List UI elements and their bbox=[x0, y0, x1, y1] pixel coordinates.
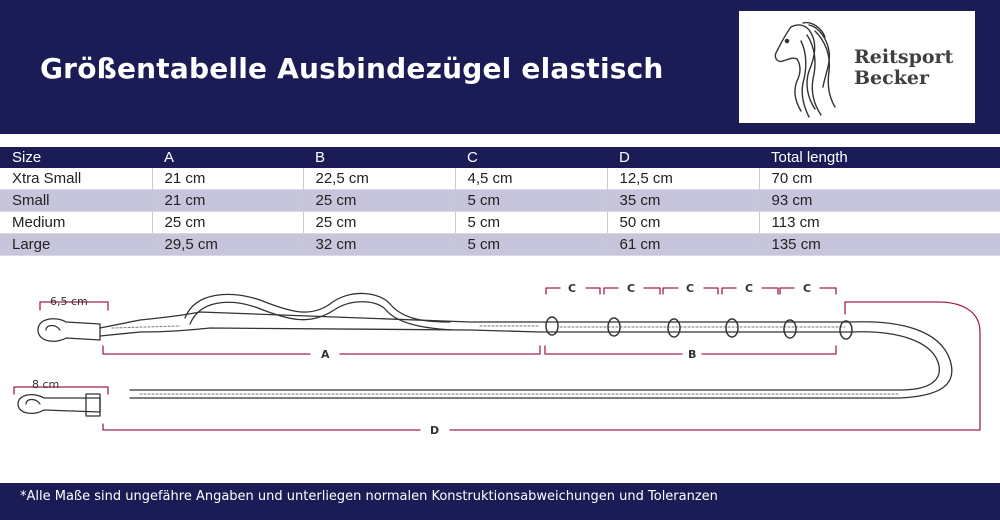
table-row: Medium 25 cm 25 cm 5 cm 50 cm 113 cm bbox=[0, 211, 1000, 234]
dimension-line-b bbox=[544, 345, 837, 355]
dimension-line-c1 bbox=[545, 287, 601, 295]
table-cell: Medium bbox=[0, 211, 152, 234]
table-cell: 35 cm bbox=[606, 189, 759, 212]
header-banner: Größentabelle Ausbindezügel elastisch Re… bbox=[0, 0, 1000, 134]
dimension-label-c: C bbox=[803, 282, 811, 295]
table-cell: 21 cm bbox=[151, 189, 303, 212]
ring bbox=[725, 318, 739, 338]
table-cell: 61 cm bbox=[606, 233, 759, 256]
table-cell: 25 cm bbox=[151, 211, 303, 234]
ring bbox=[667, 318, 681, 338]
table-cell: 70 cm bbox=[758, 168, 1000, 190]
bottom-snap-hook bbox=[17, 393, 101, 415]
horse-head-icon bbox=[774, 21, 836, 118]
table-cell: 22,5 cm bbox=[302, 168, 455, 190]
logo-wordmark: Reitsport Becker bbox=[854, 47, 953, 89]
footer-banner: *Alle Maße sind ungefähre Angaben und un… bbox=[0, 483, 1000, 520]
table-cell: 5 cm bbox=[454, 233, 607, 256]
ring bbox=[545, 316, 559, 336]
table-cell: 135 cm bbox=[758, 233, 1000, 256]
dimension-line-c3 bbox=[662, 287, 719, 295]
table-row: Xtra Small 21 cm 22,5 cm 4,5 cm 12,5 cm … bbox=[0, 168, 1000, 190]
dimension-label-d: D bbox=[430, 424, 439, 437]
table-cell: 25 cm bbox=[302, 211, 455, 234]
size-table: Size A B C D Total length Xtra Small 21 … bbox=[0, 147, 1000, 256]
table-cell: 32 cm bbox=[302, 233, 455, 256]
dimension-label-c: C bbox=[745, 282, 753, 295]
dimension-line-c4 bbox=[721, 287, 779, 295]
rein-diagram: 6,5 cm 8 cm A B D C C C C C bbox=[13, 282, 981, 437]
column-header: Total length bbox=[771, 149, 848, 166]
measure-label-hook-top: 6,5 cm bbox=[50, 295, 88, 308]
column-header: B bbox=[315, 149, 326, 166]
ring bbox=[607, 317, 621, 337]
table-row: Large 29,5 cm 32 cm 5 cm 61 cm 135 cm bbox=[0, 233, 1000, 256]
column-header: D bbox=[619, 149, 630, 166]
table-cell: Xtra Small bbox=[0, 168, 152, 190]
top-snap-hook bbox=[37, 318, 101, 342]
dimension-label-c: C bbox=[686, 282, 694, 295]
disclaimer-note: *Alle Maße sind ungefähre Angaben und un… bbox=[20, 489, 718, 504]
dimension-line-c5 bbox=[779, 287, 837, 295]
dimension-line-d bbox=[102, 301, 981, 431]
ring bbox=[783, 319, 797, 339]
page-title: Größentabelle Ausbindezügel elastisch bbox=[40, 52, 664, 85]
bottom-strap bbox=[129, 321, 953, 399]
table-cell: 12,5 cm bbox=[606, 168, 759, 190]
table-cell: 5 cm bbox=[454, 189, 607, 212]
table-cell: 29,5 cm bbox=[151, 233, 303, 256]
table-cell: 25 cm bbox=[302, 189, 455, 212]
table-cell: 113 cm bbox=[758, 211, 1000, 234]
dimension-line-hook-bottom bbox=[13, 386, 109, 395]
dimension-label-c: C bbox=[568, 282, 576, 295]
dimension-line-a bbox=[102, 345, 541, 355]
table-cell: 4,5 cm bbox=[454, 168, 607, 190]
table-cell: 93 cm bbox=[758, 189, 1000, 212]
measure-label-hook-bottom: 8 cm bbox=[32, 378, 59, 391]
logo-line-2: Becker bbox=[854, 67, 929, 89]
table-cell: 5 cm bbox=[454, 211, 607, 234]
strap-loop bbox=[184, 292, 451, 323]
table-cell: Large bbox=[0, 233, 152, 256]
dimension-label-c: C bbox=[627, 282, 635, 295]
ring bbox=[839, 320, 853, 340]
top-strap bbox=[99, 311, 851, 329]
table-row: Small 21 cm 25 cm 5 cm 35 cm 93 cm bbox=[0, 189, 1000, 212]
dimension-label-b: B bbox=[688, 348, 696, 361]
column-header: Size bbox=[12, 149, 42, 166]
column-header: A bbox=[164, 149, 175, 166]
column-header: C bbox=[467, 149, 478, 166]
table-cell: Small bbox=[0, 189, 152, 212]
table-cell: 21 cm bbox=[151, 168, 303, 190]
logo-line-1: Reitsport bbox=[854, 46, 954, 68]
dimension-label-a: A bbox=[321, 348, 330, 361]
dimension-line-hook-top bbox=[39, 301, 109, 311]
table-header-row: Size A B C D Total length bbox=[0, 147, 1000, 168]
dimension-line-c2 bbox=[603, 287, 661, 295]
table-cell: 50 cm bbox=[606, 211, 759, 234]
logo: Reitsport Becker bbox=[739, 11, 975, 123]
